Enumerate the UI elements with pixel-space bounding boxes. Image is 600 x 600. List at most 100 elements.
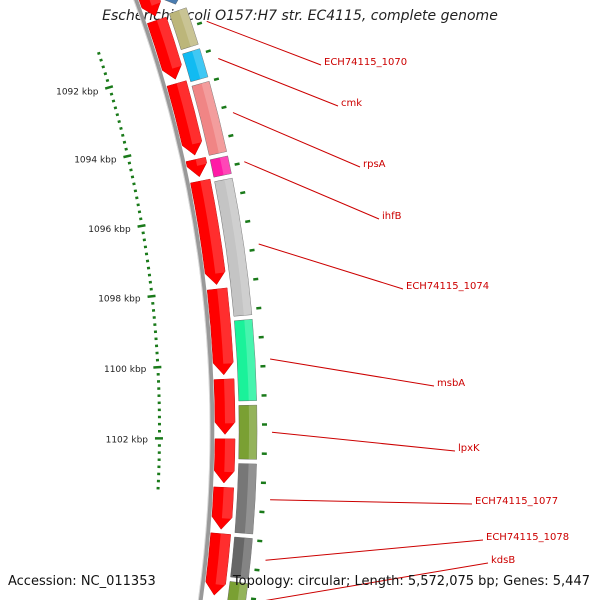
outer-tick <box>245 219 251 224</box>
minor-tick <box>129 168 133 172</box>
backbone <box>133 0 215 600</box>
outer-tick <box>250 597 257 600</box>
tick-label: 1100 kbp <box>104 365 147 375</box>
cds-highlight <box>224 438 235 473</box>
minor-tick <box>99 58 103 62</box>
gene-label: rpsA <box>363 159 386 170</box>
cds-highlight <box>215 533 231 586</box>
leader-line <box>265 562 489 600</box>
gene-bar <box>169 7 199 50</box>
outer-tick <box>221 105 227 110</box>
gene-label: ECH74115_1077 <box>475 496 558 507</box>
outer-tick <box>205 49 212 54</box>
gene-highlight <box>178 7 199 47</box>
minor-tick <box>130 175 135 179</box>
minor-tick <box>135 196 139 200</box>
accession-text: Accession: NC_011353 <box>8 574 156 589</box>
cds-arrow <box>205 532 231 596</box>
gene-highlight <box>248 405 258 460</box>
outer-tick <box>253 277 259 281</box>
map-title: Escherichia coli O157:H7 str. EC4115, co… <box>102 8 498 24</box>
gene-highlight <box>240 537 253 580</box>
cds-arrow <box>166 80 203 156</box>
minor-tick <box>122 140 127 144</box>
outer-tick <box>249 248 255 252</box>
major-tick <box>123 154 132 159</box>
leader-line <box>232 112 361 168</box>
backbone-ring <box>133 0 215 600</box>
gene-bar <box>182 48 209 83</box>
minor-tick <box>124 147 128 151</box>
gene-highlight <box>224 178 252 316</box>
gene-label: lpxK <box>458 443 480 454</box>
gene-label: kdsB <box>491 555 515 566</box>
gene-bar <box>234 318 257 402</box>
cds-arrow <box>185 157 207 178</box>
gene-bar-upstream <box>164 0 179 5</box>
tick-label: 1094 kbp <box>74 156 117 166</box>
backbone-highlight <box>133 0 211 600</box>
cds-highlight <box>200 179 226 274</box>
minor-tick <box>115 113 120 117</box>
gene-highlight <box>219 155 232 176</box>
minor-tick <box>111 99 116 103</box>
tick-label: 1102 kbp <box>106 435 149 445</box>
gene-label: msbA <box>437 378 465 389</box>
minor-tick <box>105 78 110 83</box>
gene-bar <box>227 581 249 600</box>
gene-highlight <box>237 582 248 600</box>
major-tick <box>104 85 114 90</box>
tick-label: 1098 kbp <box>98 295 141 305</box>
leader-line <box>206 20 322 66</box>
minor-tick <box>120 133 125 137</box>
cds-highlight <box>156 17 182 69</box>
minor-tick <box>127 161 132 165</box>
leader-line <box>244 161 380 220</box>
gene-bar <box>214 177 253 317</box>
minor-tick <box>101 65 106 69</box>
minor-tick <box>137 210 142 214</box>
gene-label: ihfB <box>382 211 402 222</box>
gene-label: ECH74115_1078 <box>486 532 569 543</box>
minor-tick <box>117 119 121 124</box>
outer-tick <box>240 191 246 195</box>
gene-bar <box>191 80 227 156</box>
cds-highlight <box>195 157 207 166</box>
minor-tick <box>109 92 114 96</box>
minor-tick <box>97 51 101 56</box>
minor-tick <box>136 203 140 207</box>
cds-arrow <box>138 0 161 17</box>
cds-highlight <box>221 487 234 519</box>
cds-highlight <box>224 378 235 424</box>
outer-tick <box>213 77 220 82</box>
cds-arrow <box>214 438 236 484</box>
outer-tick <box>234 162 240 166</box>
gene-bar <box>209 155 232 178</box>
leader-line <box>258 243 404 290</box>
topology-text: Topology: circular; Length: 5,572,075 bp… <box>232 574 590 589</box>
minor-tick <box>133 189 138 193</box>
cds-arrow <box>213 378 236 435</box>
outer-tick <box>254 568 260 572</box>
gene-bar <box>234 463 257 535</box>
cds-arrow <box>206 287 234 376</box>
leader-line <box>218 58 339 107</box>
gene-highlight <box>192 48 208 79</box>
gene-highlight <box>244 319 257 401</box>
minor-tick <box>132 182 136 186</box>
cds-highlight <box>176 80 203 145</box>
outer-tick <box>196 21 203 26</box>
gene-label: cmk <box>341 98 362 109</box>
minor-tick <box>113 106 118 110</box>
gene-highlight <box>201 81 227 154</box>
minor-tick <box>103 72 108 76</box>
gene-track <box>164 0 267 600</box>
cds-highlight <box>217 287 234 364</box>
gene-highlight <box>244 463 257 534</box>
tick-label: 1096 kbp <box>88 225 131 235</box>
leader-line <box>270 358 435 387</box>
cds-arrow <box>211 486 234 530</box>
leader-line <box>265 539 484 561</box>
cds-arrow <box>146 16 182 80</box>
